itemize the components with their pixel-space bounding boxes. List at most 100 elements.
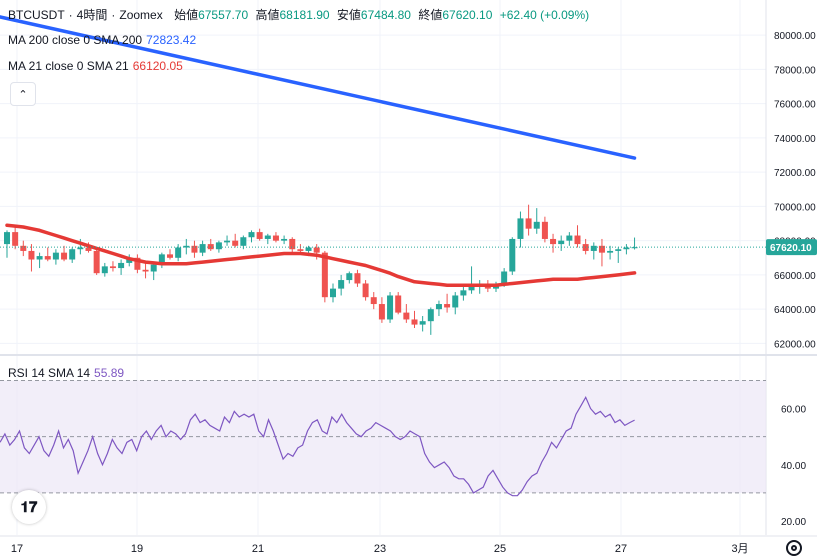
candle-body-5 — [44, 256, 51, 260]
candle-body-16 — [134, 257, 141, 270]
time-tick-1: 19 — [131, 543, 143, 555]
ma200-legend[interactable]: MA 200 close 0 SMA 200 72823.42 — [8, 33, 200, 47]
price-tick-7: 66000.00 — [774, 271, 816, 282]
candlestick-series — [4, 204, 638, 335]
candle-body-37 — [305, 247, 312, 251]
time-tick-0: 17 — [11, 543, 23, 555]
time-axis[interactable]: 17 19 21 23 25 27 3月 — [0, 535, 817, 555]
ma21-line — [5, 223, 637, 287]
open-label: 始値 — [174, 8, 199, 22]
rsi-tick-1: 40.00 — [781, 461, 806, 472]
candle-body-0 — [4, 232, 10, 245]
candle-body-33 — [272, 235, 279, 241]
candle-body-46 — [378, 304, 385, 320]
price-tick-8: 64000.00 — [774, 305, 816, 316]
candle-body-66 — [541, 221, 548, 239]
rsi-legend[interactable]: RSI 14 SMA 14 55.89 — [8, 366, 128, 380]
candle-body-7 — [61, 252, 68, 260]
price-axis[interactable]: 80000.00 78000.00 76000.00 74000.00 72000.00… — [774, 31, 816, 350]
candle-body-61 — [501, 271, 508, 284]
candle-body-73 — [598, 245, 605, 253]
candle-body-53 — [435, 304, 442, 310]
candle-body-74 — [607, 250, 614, 253]
candle-body-41 — [338, 280, 345, 289]
low-label: 安値 — [336, 8, 361, 22]
legend-separator-2: · — [111, 8, 116, 22]
candle-body-8 — [69, 249, 76, 260]
candle-body-25 — [207, 244, 214, 250]
gear-icon[interactable] — [786, 540, 802, 556]
candle-body-40 — [330, 288, 336, 298]
candle-body-47 — [387, 295, 394, 320]
ma200-label: MA 200 close 0 SMA 200 — [8, 33, 143, 47]
rsi-label: RSI 14 SMA 14 — [8, 366, 91, 380]
tradingview-logo-icon[interactable]: 𝟏𝟕 — [12, 490, 46, 524]
candle-body-75 — [615, 249, 622, 251]
symbol-legend: BTCUSDT · 4時間 · Zoomex 始値67557.70 高値68181.90… — [8, 6, 593, 23]
candle-body-63 — [517, 218, 524, 239]
candle-body-31 — [256, 232, 263, 239]
price-tick-0: 80000.00 — [774, 31, 816, 42]
candle-body-26 — [215, 242, 222, 250]
grid-lines — [0, 0, 817, 535]
candle-body-51 — [419, 321, 426, 325]
ma21-legend[interactable]: MA 21 close 0 SMA 21 66120.05 — [8, 59, 187, 73]
price-tick-9: 62000.00 — [774, 339, 816, 350]
last-price-marker: 67620.10 — [0, 239, 817, 256]
candle-body-24 — [199, 244, 206, 253]
candle-body-14 — [118, 262, 125, 269]
high-label: 高値 — [255, 8, 280, 22]
change-value: +62.40 (+0.09%) — [499, 8, 590, 22]
candle-body-29 — [240, 237, 247, 246]
candle-body-45 — [370, 297, 377, 305]
collapse-legend-button[interactable]: ⌃ — [10, 82, 36, 106]
close-value: 67620.10 — [442, 8, 493, 22]
exchange-label: Zoomex — [119, 8, 163, 22]
candle-body-54 — [444, 304, 451, 308]
close-label: 終値 — [418, 8, 443, 22]
ma200-value: 72823.42 — [146, 33, 197, 47]
candle-body-77 — [631, 247, 638, 249]
candle-body-44 — [362, 283, 369, 298]
price-tick-2: 76000.00 — [774, 100, 816, 111]
ma21-label: MA 21 close 0 SMA 21 — [8, 59, 129, 73]
candle-body-69 — [566, 235, 573, 241]
interval-label[interactable]: 4時間 — [76, 8, 108, 22]
price-tick-4: 72000.00 — [774, 168, 816, 179]
ma21-value: 66120.05 — [132, 59, 183, 73]
ma200-path — [0, 15, 637, 160]
rsi-value: 55.89 — [94, 366, 125, 380]
candle-body-3 — [28, 250, 35, 260]
candle-body-42 — [346, 273, 353, 281]
candle-body-21 — [175, 247, 182, 258]
candle-body-17 — [142, 269, 149, 272]
time-tick-2: 21 — [252, 543, 264, 555]
price-tick-3: 74000.00 — [774, 134, 816, 145]
candle-body-6 — [52, 252, 59, 260]
open-value: 67557.70 — [198, 8, 249, 22]
candle-body-38 — [313, 247, 320, 253]
legend-separator: · — [68, 8, 73, 22]
ma21-path — [5, 223, 637, 287]
candle-body-4 — [36, 256, 43, 260]
time-tick-5: 27 — [615, 543, 627, 555]
high-value: 68181.90 — [279, 8, 330, 22]
symbol-name[interactable]: BTCUSDT — [8, 8, 65, 22]
candle-body-55 — [452, 295, 459, 308]
low-value: 67484.80 — [360, 8, 411, 22]
candle-body-20 — [167, 254, 173, 258]
candle-body-19 — [158, 254, 165, 265]
candle-body-43 — [354, 273, 361, 284]
last-price-label: 67620.10 — [770, 243, 812, 254]
rsi-line — [0, 395, 635, 497]
candle-body-32 — [264, 235, 271, 239]
time-tick-6: 3月 — [731, 543, 748, 555]
candle-body-9 — [77, 247, 84, 250]
candle-body-36 — [297, 249, 304, 251]
rsi-axis[interactable]: 60.00 40.00 20.00 — [781, 405, 806, 528]
candle-body-1 — [12, 232, 19, 246]
rsi-tick-0: 60.00 — [781, 405, 806, 416]
ma200-line — [0, 15, 637, 160]
candle-body-64 — [525, 218, 532, 229]
